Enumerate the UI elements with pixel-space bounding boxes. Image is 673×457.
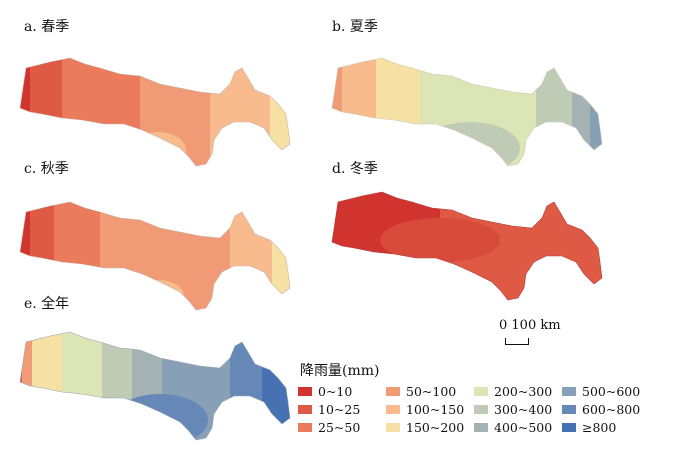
map-spring <box>19 57 291 167</box>
panel-title-spring: a. 春季 <box>24 19 70 35</box>
legend-label: 10~25 <box>318 402 361 417</box>
panel-title-winter: d. 冬季 <box>332 161 378 177</box>
legend-label: 600~800 <box>582 402 641 417</box>
legend-label: 0~10 <box>318 384 353 399</box>
scale-bar-line <box>505 338 529 345</box>
legend-label: 100~150 <box>406 402 465 417</box>
legend-grid: 0~10 50~100 200~300 500~600 10~25 100~150 300~… <box>298 384 658 435</box>
rainfall-legend: 降雨量(mm) 0~10 50~100 200~300 500~600 10~25 100… <box>298 360 658 435</box>
legend-swatch <box>562 423 576 432</box>
legend-swatch <box>386 387 400 396</box>
legend-label: 150~200 <box>406 420 465 435</box>
scale-bar: 0 100 km <box>499 318 579 348</box>
legend-swatch <box>474 405 488 414</box>
scale-bar-label: 0 100 km <box>499 318 561 333</box>
legend-label: 50~100 <box>406 384 457 399</box>
legend-swatch <box>298 387 312 396</box>
legend-item: 400~500 <box>474 420 562 435</box>
legend-swatch <box>474 387 488 396</box>
legend-swatch <box>298 405 312 414</box>
legend-swatch <box>562 405 576 414</box>
legend-label: 200~300 <box>494 384 553 399</box>
panel-title-annual: e. 全年 <box>24 296 70 312</box>
legend-swatch <box>562 387 576 396</box>
legend-swatch <box>298 423 312 432</box>
legend-swatch <box>386 423 400 432</box>
legend-item: 100~150 <box>386 402 474 417</box>
legend-label: 500~600 <box>582 384 641 399</box>
legend-item: 150~200 <box>386 420 474 435</box>
map-annual <box>19 331 291 441</box>
legend-item: 10~25 <box>298 402 386 417</box>
map-winter <box>331 191 603 301</box>
legend-label: 25~50 <box>318 420 361 435</box>
legend-item: 25~50 <box>298 420 386 435</box>
map-summer <box>331 57 603 167</box>
legend-item: 200~300 <box>474 384 562 399</box>
legend-item: 0~10 <box>298 384 386 399</box>
legend-label: 300~400 <box>494 402 553 417</box>
legend-item: 50~100 <box>386 384 474 399</box>
panel-title-summer: b. 夏季 <box>332 19 378 35</box>
panel-title-autumn: c. 秋季 <box>24 161 69 177</box>
legend-item: 500~600 <box>562 384 650 399</box>
legend-item: 600~800 <box>562 402 650 417</box>
legend-item: 300~400 <box>474 402 562 417</box>
legend-swatch <box>386 405 400 414</box>
legend-label: 400~500 <box>494 420 553 435</box>
legend-swatch <box>474 423 488 432</box>
legend-item: ≥800 <box>562 420 650 435</box>
legend-title: 降雨量(mm) <box>300 363 380 379</box>
legend-label: ≥800 <box>582 420 617 435</box>
